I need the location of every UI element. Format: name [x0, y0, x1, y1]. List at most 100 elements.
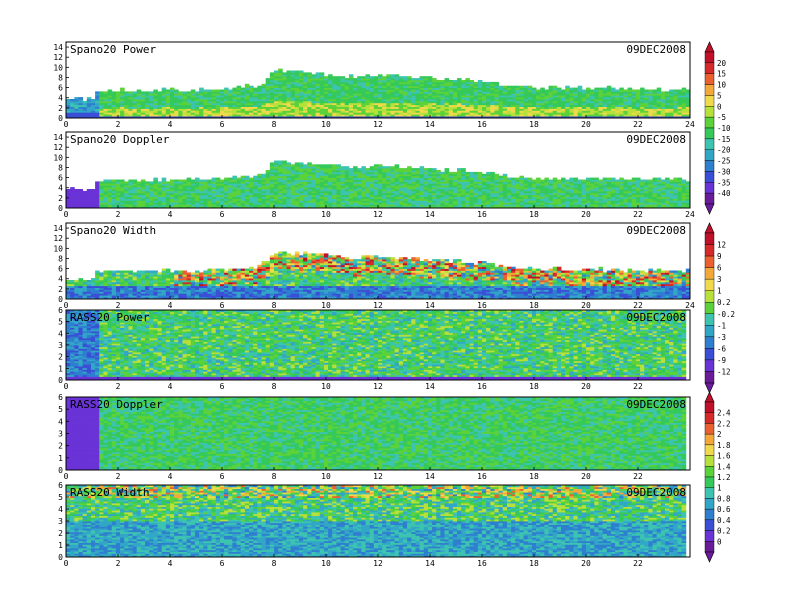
heatmap-cell [486, 95, 491, 98]
heatmap-cell [203, 206, 208, 209]
heatmap-cell [103, 185, 108, 188]
heatmap-cell [361, 83, 366, 87]
heatmap-cell [394, 89, 400, 92]
heatmap-cell [124, 181, 129, 184]
heatmap-cell [232, 102, 237, 106]
heatmap-cell [336, 85, 341, 88]
heatmap-cell [373, 89, 379, 92]
heatmap-cell [486, 110, 491, 113]
heatmap-cell [382, 91, 387, 94]
heatmap-cell [386, 78, 391, 81]
heatmap-cell [170, 181, 175, 184]
heatmap-cell [457, 116, 462, 119]
heatmap-cell [261, 116, 267, 119]
heatmap-cell [348, 80, 354, 83]
heatmap-cell [561, 177, 566, 180]
heatmap-cell [328, 74, 333, 77]
heatmap-cell [610, 114, 616, 117]
heatmap-cell [436, 97, 441, 100]
x-tick-label: 12 [373, 120, 383, 129]
heatmap-cell [124, 185, 129, 188]
heatmap-cell [78, 196, 84, 199]
heatmap-cell [415, 81, 420, 85]
heatmap-cell [224, 99, 229, 102]
heatmap-cell [170, 100, 175, 104]
heatmap-cell [86, 189, 92, 192]
heatmap-cell [249, 87, 254, 90]
heatmap-cell [303, 80, 308, 83]
heatmap-cell [111, 97, 117, 100]
heatmap-cell [469, 100, 475, 104]
heatmap-cell [294, 89, 300, 92]
heatmap-cell [103, 187, 108, 190]
heatmap-cell [523, 110, 529, 113]
heatmap-cell [594, 114, 599, 117]
heatmap-cell [627, 89, 633, 92]
heatmap-cell [685, 114, 691, 117]
heatmap-cell [357, 78, 362, 81]
heatmap-cell [207, 206, 212, 209]
heatmap-cell [581, 112, 587, 115]
heatmap-cell [452, 83, 458, 87]
heatmap-cell [473, 89, 479, 92]
heatmap-cell [473, 99, 479, 102]
heatmap-cell [328, 78, 333, 81]
heatmap-cell [303, 85, 308, 88]
heatmap-cell [332, 89, 337, 92]
heatmap-cell [561, 89, 566, 92]
heatmap-cell [452, 87, 458, 90]
heatmap-cell [319, 114, 325, 117]
heatmap-cell [107, 192, 113, 196]
heatmap-cell [203, 93, 208, 96]
heatmap-cell [506, 91, 512, 94]
heatmap-cell [427, 78, 433, 81]
heatmap-cell [190, 204, 196, 207]
heatmap-cell [648, 110, 653, 113]
heatmap-cell [294, 162, 300, 165]
heatmap-cell [519, 108, 524, 111]
heatmap-cell [606, 102, 612, 106]
heatmap-cell [598, 106, 604, 109]
heatmap-cell [407, 78, 412, 81]
heatmap-cell [269, 81, 275, 85]
heatmap-cell [598, 97, 604, 100]
heatmap-cell [378, 91, 383, 94]
heatmap-cell [294, 108, 300, 111]
heatmap-cell [95, 93, 100, 96]
heatmap-cell [365, 87, 371, 90]
heatmap-cell [398, 83, 404, 87]
heatmap-cell [323, 99, 329, 102]
heatmap-cell [640, 95, 645, 98]
heatmap-cell [444, 110, 450, 113]
heatmap-cell [427, 102, 433, 106]
heatmap-cell [648, 91, 653, 94]
heatmap-cell [402, 78, 408, 81]
heatmap-cell [527, 110, 533, 113]
heatmap-cell [357, 83, 362, 87]
heatmap-cell [486, 97, 491, 100]
heatmap-cell [107, 112, 113, 115]
heatmap-cell [178, 99, 183, 102]
heatmap-cell [249, 95, 254, 98]
heatmap-cell [249, 106, 254, 109]
heatmap-cell [186, 116, 192, 119]
heatmap-cell [407, 87, 412, 90]
heatmap-cell [265, 114, 271, 117]
heatmap-cell [140, 179, 146, 182]
heatmap-cell [577, 104, 583, 107]
heatmap-cell [444, 93, 450, 96]
heatmap-cell [502, 89, 508, 92]
heatmap-cell [228, 108, 233, 111]
heatmap-cell [340, 100, 346, 104]
heatmap-cell [469, 81, 475, 85]
heatmap-cell [298, 81, 304, 85]
heatmap-cell [228, 95, 233, 98]
heatmap-cell [482, 87, 487, 90]
heatmap-cell [373, 83, 379, 87]
heatmap-cell [378, 100, 383, 104]
heatmap-cell [523, 85, 529, 88]
heatmap-cell [207, 179, 212, 182]
heatmap-cell [66, 114, 71, 117]
heatmap-cell [390, 116, 396, 119]
heatmap-cell [107, 91, 113, 94]
